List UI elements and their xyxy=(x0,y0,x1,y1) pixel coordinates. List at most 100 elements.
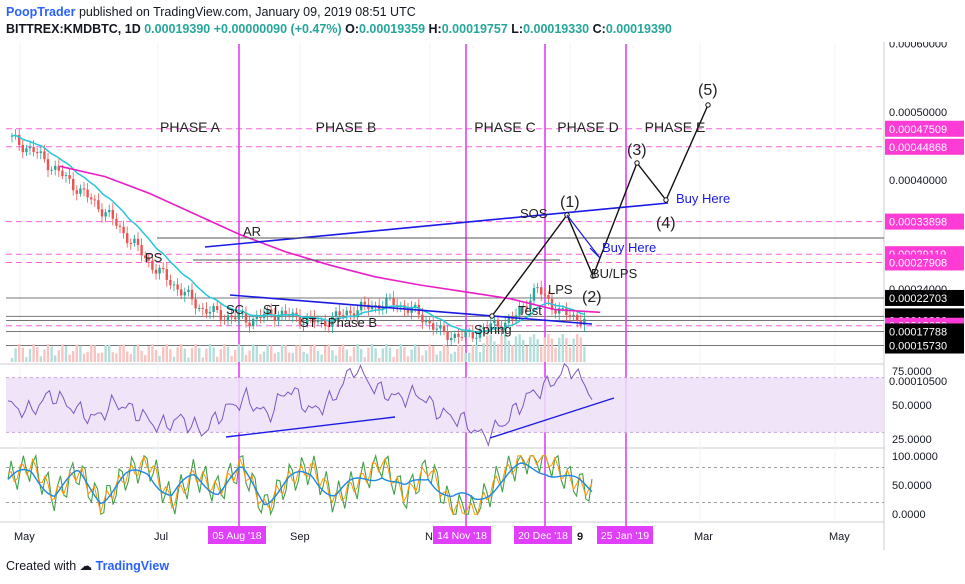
chart-annotation: Buy Here xyxy=(676,191,730,206)
x-tick-label: 9 xyxy=(577,531,583,543)
phase-label: PHASE A xyxy=(160,119,221,135)
volume-bar xyxy=(331,350,334,362)
volume-bar xyxy=(496,344,500,362)
volume-bar xyxy=(493,341,496,362)
volume-bar xyxy=(392,357,395,362)
volume-bar xyxy=(97,352,100,362)
volume-bar xyxy=(72,350,75,362)
wave-point xyxy=(489,313,495,319)
candle-body xyxy=(97,200,100,210)
wave-point xyxy=(634,160,640,166)
open-label: O: xyxy=(345,22,359,36)
candle-body xyxy=(32,146,35,153)
volume-bar xyxy=(471,345,474,362)
volume-bar xyxy=(82,353,86,362)
chart-annotation: (4) xyxy=(656,215,676,232)
volume-bar xyxy=(230,355,233,362)
candle-body xyxy=(374,305,377,307)
x-tick-label: May xyxy=(14,531,35,543)
volume-bar xyxy=(432,346,435,362)
x-date-highlight xyxy=(514,526,572,544)
y-tick-label: 0.00060000 xyxy=(889,42,947,51)
volume-bar xyxy=(334,355,338,362)
volume-bar xyxy=(10,358,14,362)
chart-annotation: Test xyxy=(518,303,542,318)
volume-bar xyxy=(385,344,388,362)
candle-body xyxy=(151,260,154,270)
volume-bar xyxy=(486,335,489,362)
chart-annotation: (2) xyxy=(582,289,602,306)
volume-bar xyxy=(165,344,168,362)
x-date-highlight-label: 05 Aug '18 xyxy=(212,530,261,542)
volume-bar xyxy=(320,354,323,362)
candle-body xyxy=(72,178,75,191)
candle-body xyxy=(475,337,478,339)
candle-body xyxy=(111,210,114,219)
candle-body xyxy=(118,225,122,227)
candle-body xyxy=(126,233,129,244)
candle-body xyxy=(529,300,532,310)
volume-bar xyxy=(504,334,507,362)
volume-bar xyxy=(122,344,125,362)
candle-body xyxy=(471,330,474,339)
volume-bar xyxy=(352,347,356,362)
last-price: 0.00019390 xyxy=(144,22,211,36)
candle-body xyxy=(212,305,215,312)
volume-bar xyxy=(162,346,165,362)
candle-body xyxy=(540,287,543,295)
x-date-highlight-label: 20 Dec '18 xyxy=(518,530,568,542)
candle-body xyxy=(547,295,550,299)
volume-bar xyxy=(327,344,330,362)
footer: Created with ☁ TradingView xyxy=(6,558,169,573)
volume-bar xyxy=(464,352,467,362)
high-label: H: xyxy=(428,22,442,36)
candle-body xyxy=(349,310,352,314)
volume-bar xyxy=(234,349,237,362)
price-level-tag-label: 0.00027908 xyxy=(889,257,947,269)
chart-annotation: ST - Phase B xyxy=(300,315,377,330)
chart-annotation: (5) xyxy=(698,82,718,99)
rsi-y-tick-label: 50.0000 xyxy=(892,400,932,412)
volume-bar xyxy=(291,352,294,362)
chart-annotation: SOS xyxy=(520,206,548,221)
candle-body xyxy=(21,145,24,153)
chart-area[interactable]: 0.000475090.000448680.000338980.00029119… xyxy=(0,42,965,550)
candle-body xyxy=(414,304,417,307)
candle-body xyxy=(363,301,366,305)
candle-body xyxy=(79,188,82,194)
candle-body xyxy=(306,316,309,324)
volume-bar xyxy=(558,337,561,362)
volume-bar xyxy=(421,355,424,362)
candle-body xyxy=(316,320,320,323)
volume-bar xyxy=(511,345,514,362)
candle-body xyxy=(190,289,194,300)
volume-bar xyxy=(439,350,442,362)
candle-body xyxy=(201,307,204,309)
chart-annotation: PS xyxy=(145,250,163,265)
chart-background xyxy=(0,42,965,550)
rsi-y-tick-label: 25.0000 xyxy=(892,434,932,446)
candle-body xyxy=(424,320,428,323)
candle-body xyxy=(493,319,496,324)
rsi-trendline xyxy=(489,397,615,439)
candle-body xyxy=(270,309,273,315)
volume-bar xyxy=(277,352,280,362)
symbol-name[interactable]: BITTREX:KMDBTC, 1D xyxy=(6,22,141,36)
candle-body xyxy=(223,319,226,321)
author-name[interactable]: PoopTrader xyxy=(6,5,76,19)
chart-annotation: ST xyxy=(263,302,280,317)
volume-bar xyxy=(176,347,179,362)
candle-body xyxy=(198,307,201,309)
volume-bar xyxy=(194,344,197,362)
volume-bar xyxy=(442,344,446,362)
price-level-tag xyxy=(885,323,964,340)
candle-body xyxy=(108,210,111,213)
volume-bar xyxy=(338,346,341,362)
x-tick-label: Jul xyxy=(154,531,168,543)
candle-body xyxy=(129,243,132,245)
volume-bar xyxy=(288,352,291,362)
candle-body xyxy=(352,313,356,318)
tradingview-link[interactable]: TradingView xyxy=(95,559,170,573)
candle-body xyxy=(460,336,464,338)
candle-body xyxy=(450,338,453,341)
